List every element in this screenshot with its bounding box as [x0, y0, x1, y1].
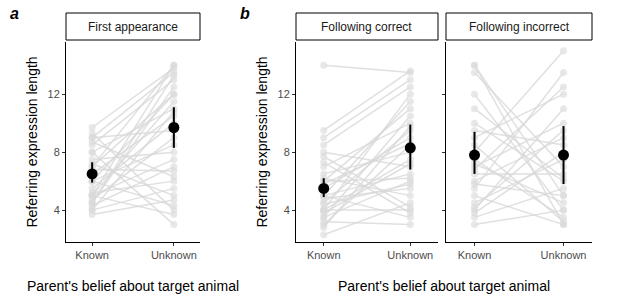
svg-text:Referring expression length: Referring expression length	[254, 56, 270, 227]
svg-text:12: 12	[278, 88, 290, 100]
svg-text:Referring expression length: Referring expression length	[24, 56, 40, 227]
svg-text:12: 12	[48, 88, 60, 100]
svg-text:Unknown: Unknown	[151, 249, 197, 261]
svg-text:Known: Known	[458, 249, 492, 261]
svg-text:Parent's belief about target a: Parent's belief about target animal	[27, 278, 239, 294]
svg-text:Known: Known	[307, 249, 341, 261]
svg-text:Following incorrect: Following incorrect	[469, 20, 570, 34]
svg-text:Unknown: Unknown	[387, 249, 433, 261]
svg-text:Following correct: Following correct	[321, 20, 412, 34]
svg-text:8: 8	[284, 146, 290, 158]
svg-text:a: a	[10, 5, 19, 22]
svg-text:Parent's belief about target a: Parent's belief about target animal	[338, 278, 550, 294]
svg-text:8: 8	[54, 146, 60, 158]
svg-text:4: 4	[54, 204, 60, 216]
svg-text:Unknown: Unknown	[541, 249, 587, 261]
svg-text:b: b	[240, 5, 250, 22]
svg-text:Known: Known	[75, 249, 109, 261]
svg-text:First appearance: First appearance	[88, 20, 178, 34]
svg-text:4: 4	[284, 204, 290, 216]
